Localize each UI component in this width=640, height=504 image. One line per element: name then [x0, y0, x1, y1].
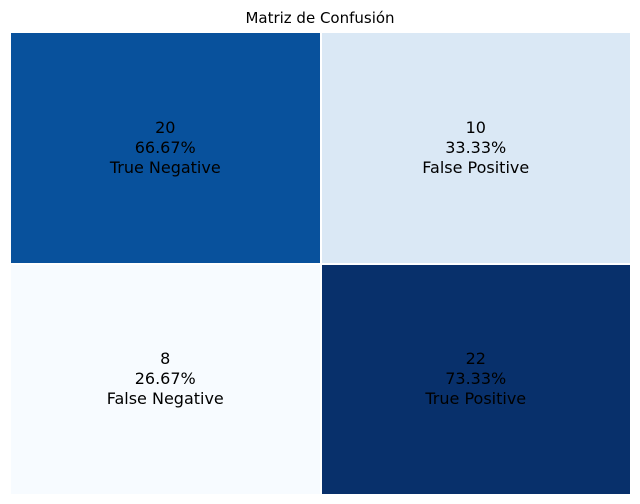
- confusion-matrix-heatmap: 20 66.67% True Negative 10 33.33% False Posit…: [11, 33, 630, 494]
- cell-label: True Negative: [109, 157, 221, 177]
- cell-count: 20: [155, 117, 176, 137]
- cell-count: 22: [465, 349, 486, 369]
- heatmap-cell: 22 73.33% True Positive: [321, 264, 630, 494]
- cell-percent: 26.67%: [134, 369, 196, 389]
- cell-percent: 33.33%: [445, 137, 507, 157]
- cell-percent: 66.67%: [134, 137, 196, 157]
- cell-label: True Positive: [425, 389, 527, 409]
- heatmap-cell: 20 66.67% True Negative: [11, 33, 320, 263]
- heatmap-cell: 10 33.33% False Positive: [321, 33, 630, 263]
- cell-label: False Negative: [106, 389, 224, 409]
- cell-percent: 73.33%: [445, 369, 507, 389]
- chart-title: Matriz de Confusión: [245, 9, 395, 27]
- cell-count: 8: [160, 349, 171, 369]
- cell-count: 10: [465, 117, 486, 137]
- cell-label: False Positive: [422, 157, 530, 177]
- heatmap-cell: 8 26.67% False Negative: [11, 264, 320, 494]
